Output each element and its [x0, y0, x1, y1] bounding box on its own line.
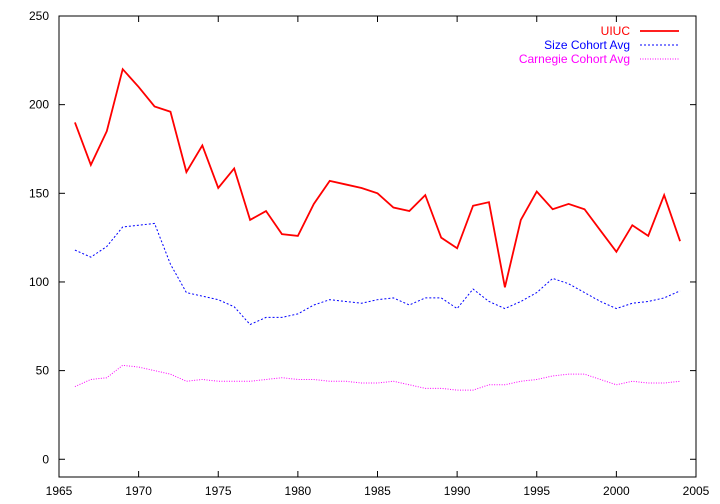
y-tick-label: 150 [29, 186, 49, 200]
y-tick-label: 0 [42, 452, 49, 466]
y-tick-label: 200 [29, 98, 49, 112]
legend-label-carnegie-cohort-avg: Carnegie Cohort Avg [519, 52, 630, 66]
series-lines [74, 67, 681, 391]
x-tick-label: 2005 [683, 484, 710, 498]
series-line-uiuc [74, 67, 681, 288]
x-tick-label: 1970 [125, 484, 152, 498]
series-line-size-cohort-avg [74, 222, 681, 326]
x-tick-label: 2000 [603, 484, 630, 498]
plot-frame [58, 15, 697, 478]
legend-label-size-cohort-avg: Size Cohort Avg [544, 38, 630, 52]
x-tick-label: 1995 [523, 484, 550, 498]
x-tick-label: 1965 [46, 484, 73, 498]
y-tick-label: 100 [29, 275, 49, 289]
x-tick-label: 1990 [444, 484, 471, 498]
legend-label-uiuc: UIUC [601, 24, 631, 38]
x-tick-label: 1975 [205, 484, 232, 498]
x-tick-label: 1980 [285, 484, 312, 498]
y-tick-label: 50 [36, 364, 50, 378]
series-line-carnegie-cohort-avg [74, 364, 681, 391]
axes: 1965 1970 1975 1980 1985 1990 1995 2000 2005 0 50 1… [29, 9, 710, 498]
x-tick-label: 1985 [364, 484, 391, 498]
y-tick-label: 250 [29, 9, 49, 23]
